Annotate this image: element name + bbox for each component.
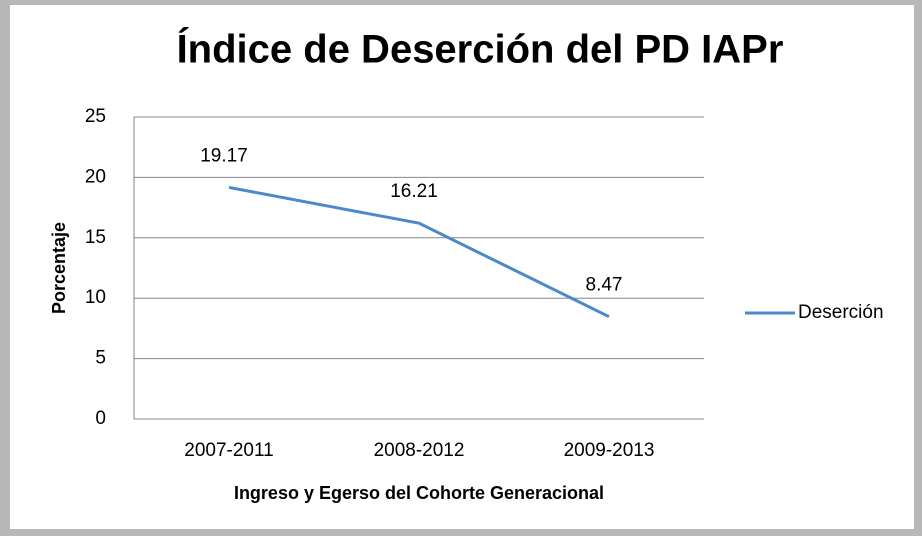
y-tick-label: 25: [85, 106, 106, 127]
y-tick-label: 10: [85, 287, 106, 308]
data-label: 16.21: [390, 181, 438, 202]
data-label: 8.47: [586, 275, 623, 296]
x-tick-label: 2009-2013: [564, 440, 655, 461]
chart-title: Índice de Deserción del PD IAPr: [177, 27, 784, 72]
x-axis-title: Ingreso y Egerso del Cohorte Generaciona…: [234, 483, 604, 503]
y-tick-label: 5: [95, 348, 106, 369]
y-axis-title: Porcentaje: [49, 222, 69, 314]
y-tick-label: 15: [85, 227, 106, 248]
y-tick-label: 0: [95, 408, 106, 429]
series-line: [228, 185, 610, 319]
x-tick-label: 2008-2012: [374, 440, 465, 461]
y-tick-label: 20: [85, 166, 106, 187]
chart-area: [10, 5, 914, 529]
legend-label: Deserción: [798, 302, 884, 323]
x-tick-label: 2007-2011: [184, 440, 273, 461]
data-label: 19.17: [200, 145, 248, 166]
